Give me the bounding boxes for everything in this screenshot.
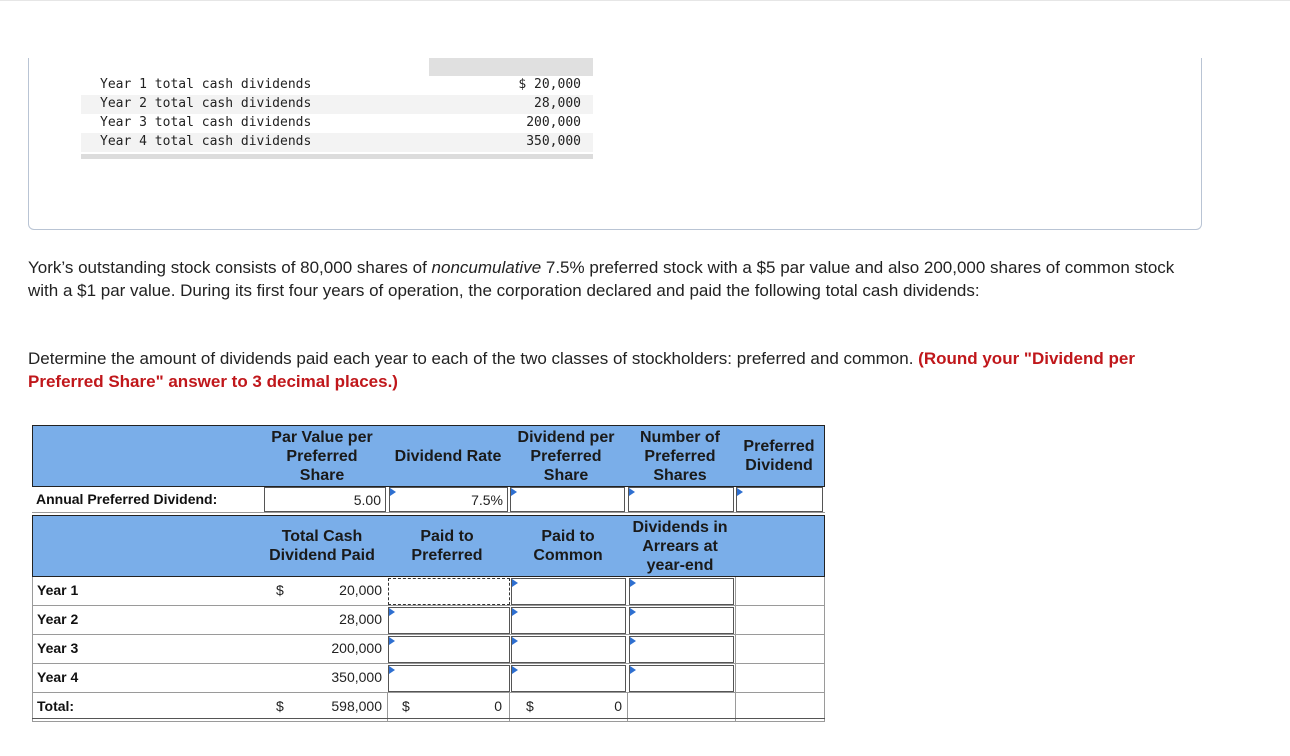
instruction-text: Determine the amount of dividends paid e… (28, 349, 919, 368)
arrears-input-year3[interactable] (629, 636, 734, 663)
data-panel (28, 58, 1202, 230)
row-divider (32, 605, 825, 606)
total-cash-sum: 598,000 (331, 698, 382, 714)
paid-to-common-input-year1[interactable] (511, 578, 626, 605)
yearly-header-row (32, 515, 825, 577)
data-row: Year 1 total cash dividends $ 20,000 (81, 76, 593, 95)
data-row: Year 2 total cash dividends 28,000 (81, 95, 593, 114)
arrears-input-year4[interactable] (629, 665, 734, 692)
input-marker (737, 488, 743, 496)
top-divider (0, 0, 1290, 1)
data-row-label: Year 4 total cash dividends (100, 134, 312, 149)
total-underline (32, 718, 825, 719)
row-divider (32, 512, 825, 513)
paid-to-preferred-input-year2[interactable] (388, 607, 510, 634)
data-table-footer (81, 154, 593, 159)
header-paid-to-preferred: Paid to Preferred (411, 528, 483, 564)
row-divider (32, 692, 825, 693)
data-row-label: Year 3 total cash dividends (100, 115, 312, 130)
data-row-label: Year 1 total cash dividends (100, 77, 312, 92)
paid-to-common-input-year3[interactable] (511, 636, 626, 663)
total-cash-value: 28,000 (339, 611, 382, 627)
paid-to-common-input-year4[interactable] (511, 665, 626, 692)
preferred-sum: 0 (494, 698, 502, 714)
problem-text: York’s outstanding stock consists of 80,… (28, 258, 432, 277)
header-total-cash: Total Cash Dividend Paid (269, 528, 375, 564)
data-row: Year 4 total cash dividends 350,000 (81, 133, 593, 152)
data-row-value: 200,000 (526, 115, 581, 130)
data-row-value: 28,000 (534, 96, 581, 111)
input-marker (511, 488, 517, 496)
paid-to-preferred-input-year3[interactable] (388, 636, 510, 663)
year-row-label: Year 4 (37, 669, 79, 685)
par-value-input[interactable]: 5.00 (264, 487, 386, 512)
currency-symbol: $ (526, 698, 534, 714)
preferred-dividend-input[interactable] (736, 487, 823, 512)
annual-header-row (32, 425, 825, 487)
dividend-rate-value: 7.5% (471, 492, 503, 508)
input-marker (512, 608, 518, 616)
total-row-label: Total: (37, 698, 75, 714)
row-divider (32, 663, 825, 664)
input-marker (389, 666, 395, 674)
currency-symbol: $ (276, 582, 284, 598)
column-divider (387, 692, 388, 722)
header-par-value: Par Value per Preferred Share (271, 428, 373, 484)
common-sum: 0 (614, 698, 622, 714)
paid-to-preferred-input-year1[interactable] (388, 578, 510, 605)
yearly-table-body (32, 577, 825, 722)
instructions: Determine the amount of dividends paid e… (28, 347, 1188, 393)
data-row-value: $ 20,000 (518, 77, 581, 92)
input-marker (630, 637, 636, 645)
dividends-data-table: Year 1 total cash dividends $ 20,000 Yea… (81, 58, 593, 159)
input-marker (630, 579, 636, 587)
arrears-input-year2[interactable] (629, 607, 734, 634)
number-of-shares-input[interactable] (628, 487, 734, 512)
paid-to-preferred-input-year4[interactable] (388, 665, 510, 692)
header-dividend-rate: Dividend Rate (394, 447, 502, 465)
header-number-of-shares: Number of Preferred Shares (640, 428, 720, 484)
year-row-label: Year 3 (37, 640, 79, 656)
column-divider (735, 577, 736, 722)
total-cash-value: 20,000 (339, 582, 382, 598)
currency-symbol: $ (276, 698, 284, 714)
header-paid-to-common: Paid to Common (533, 528, 603, 564)
year-row-label: Year 2 (37, 611, 79, 627)
input-marker (630, 608, 636, 616)
header-preferred-dividend: Preferred Dividend (743, 438, 815, 474)
data-row-label: Year 2 total cash dividends (100, 96, 312, 111)
header-dividend-per-share: Dividend per Preferred Share (517, 428, 615, 484)
par-value: 5.00 (353, 492, 381, 508)
year-row-label: Year 1 (37, 582, 79, 598)
rounding-note: (Round your "Dividend per Preferred Shar… (28, 349, 1135, 391)
input-marker (512, 637, 518, 645)
row-divider (32, 634, 825, 635)
problem-text: 7.5% preferred stock with a $5 par value… (28, 258, 1175, 300)
problem-statement: York’s outstanding stock consists of 80,… (28, 256, 1188, 302)
input-marker (629, 488, 635, 496)
input-marker (512, 579, 518, 587)
currency-symbol: $ (402, 698, 410, 714)
dividend-rate-input[interactable]: 7.5% (389, 487, 508, 512)
paid-to-common-input-year2[interactable] (511, 607, 626, 634)
dividend-per-share-input[interactable] (510, 487, 625, 512)
total-cash-value: 200,000 (331, 640, 382, 656)
input-marker (512, 666, 518, 674)
input-marker (390, 488, 396, 496)
column-divider (509, 692, 510, 722)
input-marker (389, 608, 395, 616)
data-table-header (429, 58, 593, 76)
data-row: Year 3 total cash dividends 200,000 (81, 114, 593, 133)
column-divider (627, 692, 628, 722)
input-marker (389, 637, 395, 645)
total-cash-value: 350,000 (331, 669, 382, 685)
input-marker (630, 666, 636, 674)
problem-emphasis: noncumulative (431, 258, 542, 277)
annual-row-label: Annual Preferred Dividend: (36, 491, 218, 507)
header-dividends-in-arrears: Dividends in Arrears at year-end (632, 518, 728, 574)
arrears-input-year1[interactable] (629, 578, 734, 605)
data-row-value: 350,000 (526, 134, 581, 149)
